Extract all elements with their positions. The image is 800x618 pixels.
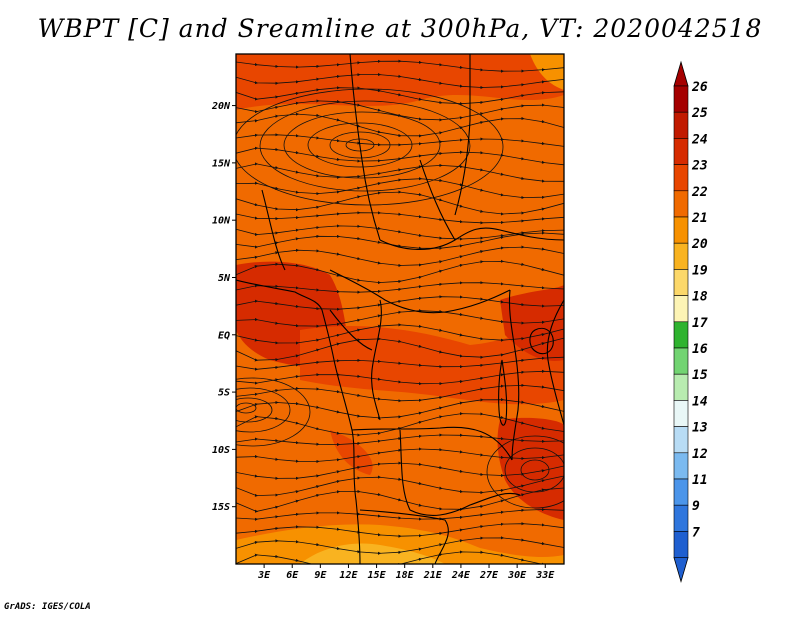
colorbar-segment	[673, 452, 689, 480]
border-misc-1	[261, 189, 286, 271]
lat-tick-label: 15S	[212, 502, 230, 513]
lon-tick-label: 3E	[257, 570, 271, 581]
grads-credit: GrADS: IGES/COLA	[4, 602, 91, 612]
streamline	[236, 162, 564, 183]
colorbar-label: 16	[692, 342, 708, 357]
streamline	[236, 356, 564, 371]
streamline	[236, 369, 564, 386]
border-congo	[371, 299, 382, 421]
colorbar-label: 12	[692, 447, 708, 462]
lon-tick-label: 15E	[368, 570, 387, 581]
border-south	[351, 426, 513, 461]
colorbar-label: 13	[692, 421, 708, 436]
colorbar-label: 17	[692, 316, 708, 331]
lat-tick-label: 10S	[212, 445, 230, 456]
border-north-2	[454, 54, 471, 216]
colorbar-label: 23	[691, 159, 708, 174]
colorbar-segment	[673, 531, 689, 558]
streamline	[236, 133, 564, 147]
lon-tick-label: 24E	[451, 570, 471, 581]
colorbar-label: 14	[692, 394, 708, 409]
lat-tick-label: 10N	[212, 216, 231, 227]
colorbar-segment	[673, 242, 689, 270]
border-misc-3	[329, 309, 373, 351]
flow-lines	[236, 59, 564, 564]
border-lake-chad	[379, 227, 564, 250]
lon-tick-label: 21E	[423, 570, 443, 581]
streamline	[236, 211, 564, 225]
border-zambia	[399, 429, 521, 516]
colorbar-label: 15	[692, 368, 708, 383]
colorbar-segment	[673, 426, 689, 454]
streamline	[236, 522, 564, 538]
lon-tick-label: 27E	[479, 570, 499, 581]
colorbar-label: 26	[691, 80, 708, 95]
lon-tick-label: 9E	[314, 570, 327, 581]
border-southwest	[359, 509, 449, 564]
streamline	[236, 487, 564, 513]
colorbar-label: 21	[691, 211, 708, 226]
latitude-axis: 20N 15N 10N 5N EQ 5S 10S 15S	[211, 101, 236, 513]
border-central	[329, 269, 511, 314]
border-north-1	[349, 54, 381, 241]
map-title: WBPT [C] and Sreamline at 300hPa, VT: 20…	[37, 14, 763, 43]
longitude-axis: 3E 6E 9E 12E 15E 18E 21E 24E 27E 30E 33E	[257, 564, 555, 581]
lon-tick-label: 18E	[396, 570, 415, 581]
colorbar: 26 25 24 23 22 21 20 19 18 17 16 15 14 13 12 11 9 7	[673, 60, 708, 584]
streamline	[236, 507, 564, 521]
colorbar-over-triangle	[673, 60, 689, 87]
colorbar-segment	[673, 190, 689, 218]
lake-victoria	[529, 327, 554, 355]
colorbar-segment	[673, 111, 689, 139]
border-east-rift	[508, 289, 520, 461]
lon-tick-label: 30E	[507, 570, 527, 581]
colorbar-label: 7	[692, 525, 700, 540]
colorbar-segment	[673, 216, 689, 244]
lat-tick-label: 15N	[212, 158, 231, 169]
streamline	[236, 72, 564, 90]
colorbar-segment	[673, 504, 689, 532]
colorbar-label: 11	[692, 473, 708, 488]
lat-tick-label: 5N	[218, 273, 231, 284]
colorbar-segment	[673, 347, 689, 375]
border-misc-2	[419, 159, 456, 241]
coastline-west	[236, 279, 361, 564]
colorbar-label: 22	[691, 185, 708, 200]
lon-tick-label: 6E	[286, 570, 299, 581]
colorbar-label: 18	[692, 290, 708, 305]
streamline	[236, 86, 564, 106]
colorbar-segment	[673, 478, 689, 506]
colorbar-under-triangle	[673, 557, 689, 584]
lat-tick-label: 5S	[218, 388, 230, 399]
colorbar-segment	[673, 373, 689, 401]
colorbar-segment	[673, 400, 689, 427]
colorbar-segment	[673, 85, 689, 113]
streamlines	[236, 59, 564, 564]
colorbar-label: 25	[691, 106, 708, 121]
colorbar-segment	[673, 321, 689, 349]
lat-tick-label: EQ	[218, 330, 230, 341]
lake-tanganyika	[498, 359, 508, 426]
colorbar-segment	[673, 164, 689, 192]
map-frame	[235, 53, 565, 565]
colorbar-label: 19	[692, 263, 708, 278]
colorbar-label: 24	[691, 132, 708, 147]
colorbar-segment	[673, 269, 689, 296]
colorbar-segment	[673, 138, 689, 165]
streamline	[236, 550, 546, 564]
colorbar-label: 9	[692, 499, 700, 514]
streamline	[236, 59, 564, 73]
colorbar-label: 20	[691, 237, 708, 252]
colorbar-segment	[673, 295, 689, 323]
lon-tick-label: 33E	[535, 570, 555, 581]
streamline	[236, 281, 564, 294]
coastline-east	[546, 299, 564, 426]
streamline	[236, 412, 564, 437]
lon-tick-label: 12E	[339, 570, 358, 581]
streamline	[236, 146, 564, 166]
borders	[236, 54, 564, 564]
lat-tick-label: 20N	[211, 101, 231, 112]
streamline	[236, 447, 564, 464]
